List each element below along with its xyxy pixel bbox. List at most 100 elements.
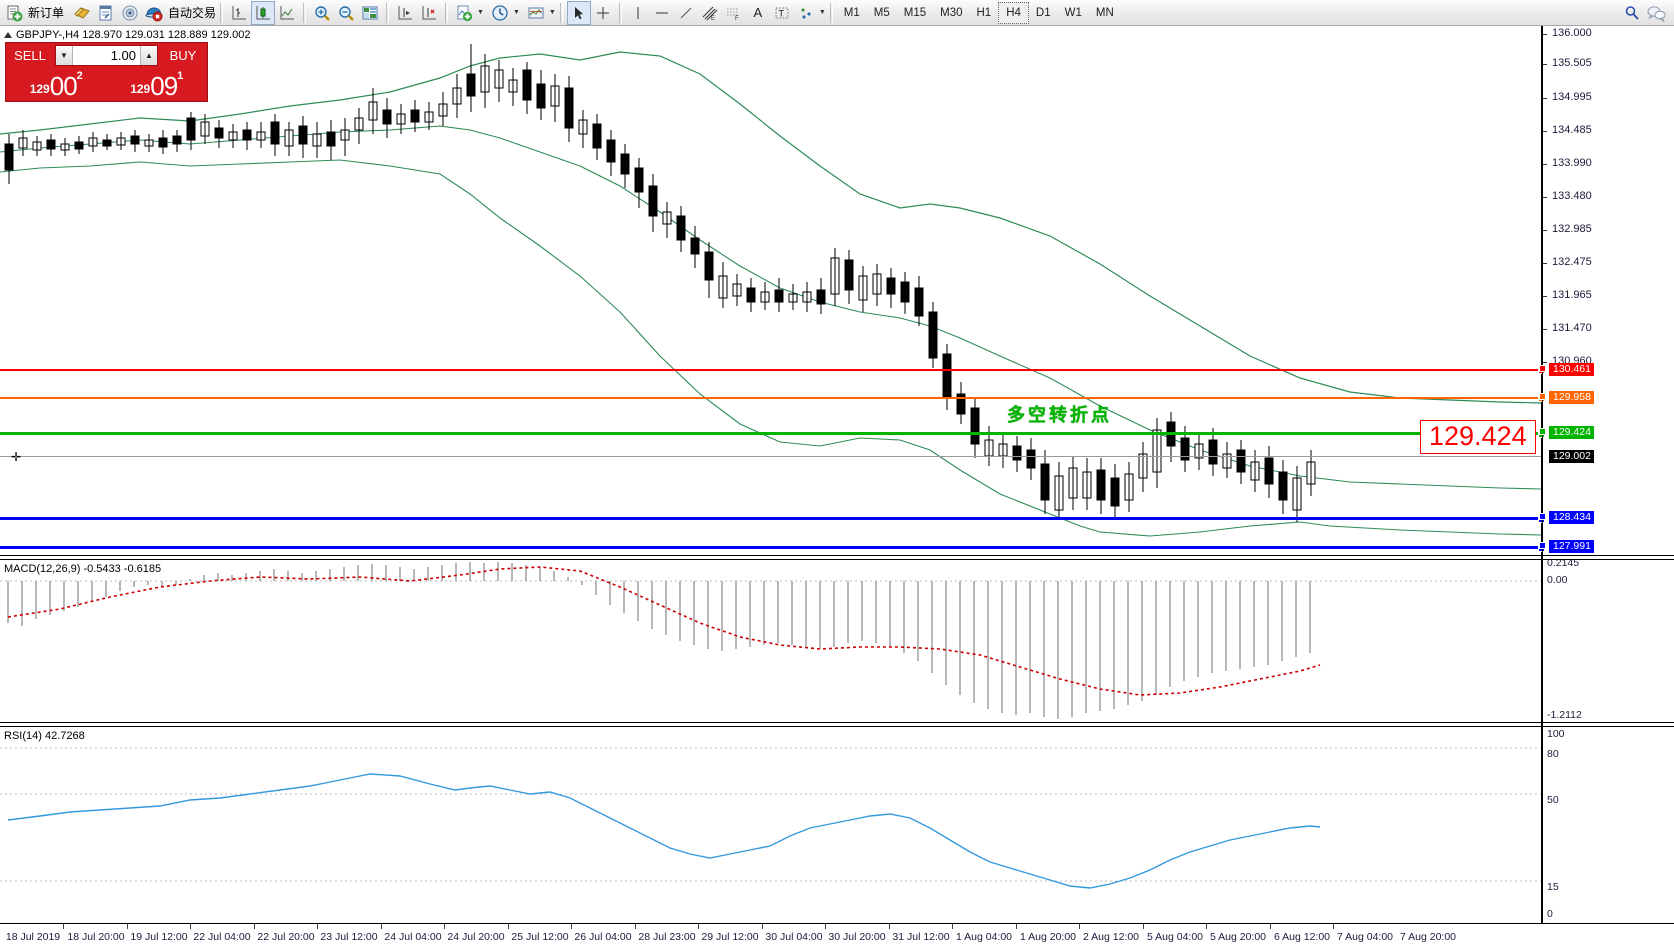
level-tag-resistance-2[interactable]: 129.958: [1549, 391, 1594, 404]
timeframe-m15[interactable]: M15: [903, 6, 927, 19]
zoom-in-icon[interactable]: [310, 1, 334, 25]
sell-price-fraction: 2: [76, 70, 83, 82]
chevron-down-icon[interactable]: ▼: [477, 9, 484, 16]
pivot-line[interactable]: [0, 431, 1545, 438]
time-tick: 30 Jul 20:00: [828, 931, 886, 943]
timeframe-m1[interactable]: M1: [843, 6, 860, 19]
navigator-icon[interactable]: [118, 1, 142, 25]
fibonacci-icon[interactable]: F: [722, 1, 746, 25]
timeframe-w1[interactable]: W1: [1064, 6, 1082, 19]
macd-tick: -1.2112: [1547, 709, 1582, 721]
toolbar-separator: [559, 2, 563, 23]
crosshair-icon[interactable]: [591, 1, 615, 25]
macd-tick: 0.2145: [1547, 557, 1580, 569]
time-tick: 29 Jul 12:00: [701, 931, 759, 943]
zoom-out-icon[interactable]: [334, 1, 358, 25]
timeframe-mn[interactable]: MN: [1095, 6, 1114, 19]
timeframe-m30[interactable]: M30: [940, 6, 963, 19]
timeframe-m5[interactable]: M5: [873, 6, 890, 19]
level-tag-resistance-1[interactable]: 130.461: [1549, 363, 1594, 376]
time-tick: 26 Jul 04:00: [574, 931, 632, 943]
templates-icon[interactable]: [524, 1, 548, 25]
collapse-triangle-icon[interactable]: [4, 32, 12, 38]
sell-price-integer: 129: [29, 82, 50, 96]
macd-pane-divider-2: [0, 559, 1674, 560]
time-tick: 5 Aug 04:00: [1146, 931, 1204, 943]
text-label-icon[interactable]: T: [770, 1, 794, 25]
toolbar-separator: [829, 2, 833, 23]
one-click-trading-panel[interactable]: SELL ▼ 1.00 ▲ BUY 129 00 2 129 09 1: [5, 42, 208, 102]
level-handle[interactable]: [1539, 542, 1546, 549]
new-order-label: 新订单: [28, 6, 65, 20]
timeframe-d1[interactable]: D1: [1035, 6, 1051, 19]
time-tick: 6 Aug 12:00: [1273, 931, 1331, 943]
level-tag-support-1[interactable]: 128.434: [1549, 511, 1594, 524]
price-axis[interactable]: 136.000 135.505 134.995 134.485 133.990 …: [1539, 26, 1674, 923]
line-chart-icon[interactable]: [275, 1, 299, 25]
expert-advisor-icon[interactable]: [70, 1, 94, 25]
equidistant-channel-icon[interactable]: E: [698, 1, 722, 25]
trendline-icon[interactable]: [674, 1, 698, 25]
level-handle[interactable]: [1539, 365, 1546, 372]
level-tag-bid: 129.002: [1549, 450, 1594, 463]
price-tick: 133.480: [1543, 190, 1592, 202]
chat-icon[interactable]: [1644, 1, 1668, 25]
rsi-tick: 100: [1547, 728, 1565, 740]
rsi-pane-divider-2: [0, 726, 1674, 727]
buy-price[interactable]: 129 09 1: [107, 68, 206, 100]
level-handle[interactable]: [1539, 393, 1546, 400]
resistance-line-2[interactable]: [0, 395, 1545, 402]
new-order-icon[interactable]: [2, 1, 26, 25]
time-tick: 28 Jul 23:00: [638, 931, 696, 943]
search-icon[interactable]: [1620, 1, 1644, 25]
bid-price-line: [0, 456, 1541, 457]
level-tag-pivot[interactable]: 129.424: [1549, 426, 1594, 439]
time-tick: 18 Jul 2019: [5, 931, 61, 943]
level-handle[interactable]: [1539, 513, 1546, 520]
level-handle[interactable]: [1539, 428, 1546, 435]
volume-stepper[interactable]: ▼ 1.00 ▲: [55, 45, 158, 66]
auto-scroll-icon[interactable]: [417, 1, 441, 25]
time-tick: 22 Jul 20:00: [257, 931, 315, 943]
crosshair-cursor-icon: ✛: [11, 450, 22, 464]
toolbar-separator: [386, 2, 390, 23]
chevron-down-icon[interactable]: ▼: [548, 9, 556, 16]
shapes-icon[interactable]: [794, 1, 818, 25]
indicators-icon[interactable]: [452, 1, 476, 25]
tile-windows-icon[interactable]: [358, 1, 382, 25]
cursor-icon[interactable]: [566, 0, 591, 25]
horizontal-line-icon[interactable]: [650, 1, 674, 25]
support-line-2[interactable]: [0, 545, 1545, 552]
price-tick: 131.965: [1543, 289, 1592, 301]
resistance-line-1[interactable]: [0, 367, 1545, 374]
chevron-down-icon[interactable]: ▼: [512, 9, 520, 16]
level-tag-support-2[interactable]: 127.991: [1549, 540, 1594, 553]
data-window-icon[interactable]: [94, 1, 118, 25]
chart-shift-icon[interactable]: [393, 1, 417, 25]
vertical-line-icon[interactable]: [626, 1, 650, 25]
chevron-down-icon[interactable]: ▼: [818, 9, 826, 16]
bar-chart-icon[interactable]: [227, 1, 251, 25]
rsi-label: RSI(14) 42.7268: [4, 730, 85, 742]
sell-button[interactable]: SELL: [6, 43, 54, 68]
time-axis[interactable]: 18 Jul 2019 18 Jul 20:00 19 Jul 12:00 22…: [0, 923, 1674, 949]
price-callout-label[interactable]: 129.424: [1420, 420, 1536, 454]
chart-canvas[interactable]: GBPJPY-,H4 128.970 129.031 128.889 129.0…: [0, 26, 1674, 949]
candlestick-chart-icon[interactable]: [251, 0, 276, 25]
volume-decrease-icon[interactable]: ▼: [56, 46, 73, 65]
time-tick: 18 Jul 20:00: [67, 931, 125, 943]
support-line-1[interactable]: [0, 516, 1545, 523]
time-tick: 1 Aug 04:00: [955, 931, 1013, 943]
toolbar-separator: [220, 2, 224, 23]
text-icon[interactable]: A: [753, 5, 763, 20]
volume-input[interactable]: 1.00: [73, 46, 140, 65]
sell-price[interactable]: 129 00 2: [7, 68, 106, 100]
chart-annotation-text[interactable]: 多空转折点: [1007, 405, 1112, 425]
symbol-header: GBPJPY-,H4 128.970 129.031 128.889 129.0…: [4, 29, 250, 41]
autotrading-icon[interactable]: [142, 1, 166, 25]
volume-increase-icon[interactable]: ▲: [140, 46, 157, 65]
timeframe-h4[interactable]: H4: [998, 1, 1029, 24]
timeframe-h1[interactable]: H1: [976, 6, 992, 19]
buy-button[interactable]: BUY: [159, 43, 207, 68]
period-icon[interactable]: [488, 1, 512, 25]
